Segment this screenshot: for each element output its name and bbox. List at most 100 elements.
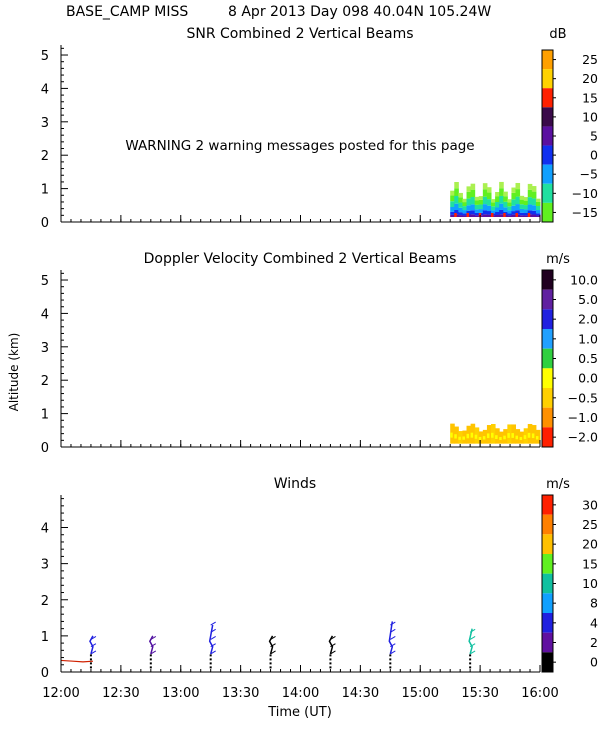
- snr-cell: [507, 202, 512, 207]
- snr-cell: [478, 199, 484, 205]
- y-tick-label: 0: [41, 441, 49, 456]
- wind-barb-flag: [150, 636, 157, 640]
- snr-cell: [515, 182, 521, 190]
- y-tick-label: 4: [41, 522, 49, 537]
- snr-cell: [499, 181, 504, 189]
- y-tick-label: 3: [41, 116, 49, 131]
- snr-cell: [519, 212, 525, 216]
- wind-barb-flag: [210, 621, 216, 626]
- snr-cell: [503, 212, 506, 217]
- y-tick-label: 1: [41, 183, 49, 198]
- doppler-cell: [450, 432, 453, 438]
- snr-cell: [535, 215, 541, 217]
- snr-cell: [466, 186, 472, 192]
- snr-cell: [470, 214, 476, 217]
- snr-cell: [495, 196, 500, 202]
- doppler-cell: [503, 435, 506, 440]
- snr-cell: [531, 198, 537, 206]
- y-tick-label: 5: [41, 274, 49, 289]
- snr-cell: [515, 204, 521, 211]
- colorbar-label: 1.0: [578, 331, 598, 346]
- colorbar-label: −2.0: [568, 430, 598, 445]
- snr-cell: [495, 191, 500, 197]
- snr-cell: [527, 197, 533, 205]
- colorbar-swatch: [542, 145, 553, 165]
- colorbar-label: 4: [590, 615, 598, 630]
- doppler-panel: Doppler Velocity Combined 2 Vertical Bea…: [41, 251, 598, 456]
- snr-cell: [503, 201, 508, 208]
- colorbar-label: 5.0: [578, 292, 598, 307]
- snr-cell: [458, 215, 463, 217]
- snr-cell: [511, 211, 517, 215]
- wind-barb-flag: [90, 650, 97, 655]
- colorbar-swatch: [542, 632, 553, 653]
- snr-cell: [450, 195, 455, 202]
- wind-barb: [468, 628, 473, 655]
- snr-cell: [519, 204, 525, 209]
- wind-barb-flag: [330, 643, 336, 648]
- warning-annotation: WARNING 2 warning messages posted for th…: [125, 138, 474, 154]
- snr-panel: SNR Combined 2 Vertical Beams WARNING 2 …: [41, 26, 598, 231]
- snr-cell: [507, 215, 512, 217]
- snr-cell: [507, 199, 512, 203]
- snr-cell: [491, 202, 496, 207]
- snr-cell: [495, 201, 500, 208]
- snr-cell: [499, 214, 504, 217]
- snr-cell: [523, 200, 529, 206]
- snr-cell: [491, 212, 494, 217]
- snr-cell: [495, 207, 500, 212]
- snr-cell: [531, 205, 537, 211]
- colorbar-swatch: [542, 652, 553, 672]
- doppler-axes: 0 1 2 3 4 5: [41, 270, 541, 456]
- snr-cell: [458, 207, 463, 213]
- colorbar-swatch: [542, 270, 553, 290]
- snr-cell: [474, 215, 480, 217]
- snr-cell: [486, 187, 492, 193]
- colorbar-label: 25: [582, 517, 598, 532]
- snr-cell: [462, 215, 468, 217]
- colorbar-label: 0: [590, 148, 598, 163]
- y-tick-label: 4: [41, 82, 49, 97]
- wind-barb-flag: [90, 643, 97, 648]
- snr-cell: [519, 215, 525, 217]
- doppler-cell: [466, 433, 470, 439]
- snr-cell: [507, 213, 512, 216]
- snr-cell: [466, 212, 469, 217]
- colorbar-label: 10.0: [570, 272, 598, 287]
- colorbar-label: 20: [582, 71, 598, 86]
- snr-cell: [486, 192, 492, 200]
- snr-cell: [527, 189, 533, 198]
- wind-barb-flag: [330, 650, 336, 655]
- wind-barb-flag: [390, 636, 396, 640]
- colorbar-label: 10: [582, 109, 598, 124]
- colorbar-swatch: [542, 495, 553, 515]
- y-tick-label: 0: [41, 216, 49, 231]
- snr-cell: [462, 210, 468, 214]
- snr-colorbar: 25 20 15 10 5 0 −5 −10 −15: [541, 49, 598, 223]
- snr-cell: [491, 206, 496, 211]
- snr-cell: [527, 204, 533, 211]
- snr-panel-title: SNR Combined 2 Vertical Beams: [186, 26, 413, 42]
- doppler-colorbar: 10.0 5.0 2.0 1.0 0.5 0.0 −0.5 −1.0 −2.0: [541, 269, 598, 448]
- snr-cell: [523, 209, 529, 214]
- winds-colorbar-unit: m/s: [546, 477, 570, 492]
- wind-barb-flag: [469, 628, 476, 633]
- date-info: 8 Apr 2013 Day 098 40.04N 105.24W: [228, 4, 491, 20]
- colorbar-swatch: [542, 514, 553, 535]
- doppler-cell: [470, 432, 474, 438]
- snr-cell: [462, 202, 468, 207]
- colorbar-label: 30: [582, 497, 598, 512]
- snr-cell: [503, 196, 508, 202]
- snr-cell: [478, 204, 484, 210]
- wind-barb-flag: [390, 628, 396, 633]
- snr-cell: [499, 188, 504, 196]
- y-tick-label: 2: [41, 374, 49, 389]
- y-tick-label: 5: [41, 49, 49, 64]
- snr-cell: [511, 214, 517, 217]
- wind-barb-flag: [210, 643, 216, 648]
- wind-barb-flag: [469, 650, 476, 655]
- snr-cell: [511, 205, 517, 212]
- wind-barb: [60, 659, 94, 663]
- x-tick-label: 12:00: [42, 686, 79, 701]
- wind-barb-flag: [270, 650, 276, 655]
